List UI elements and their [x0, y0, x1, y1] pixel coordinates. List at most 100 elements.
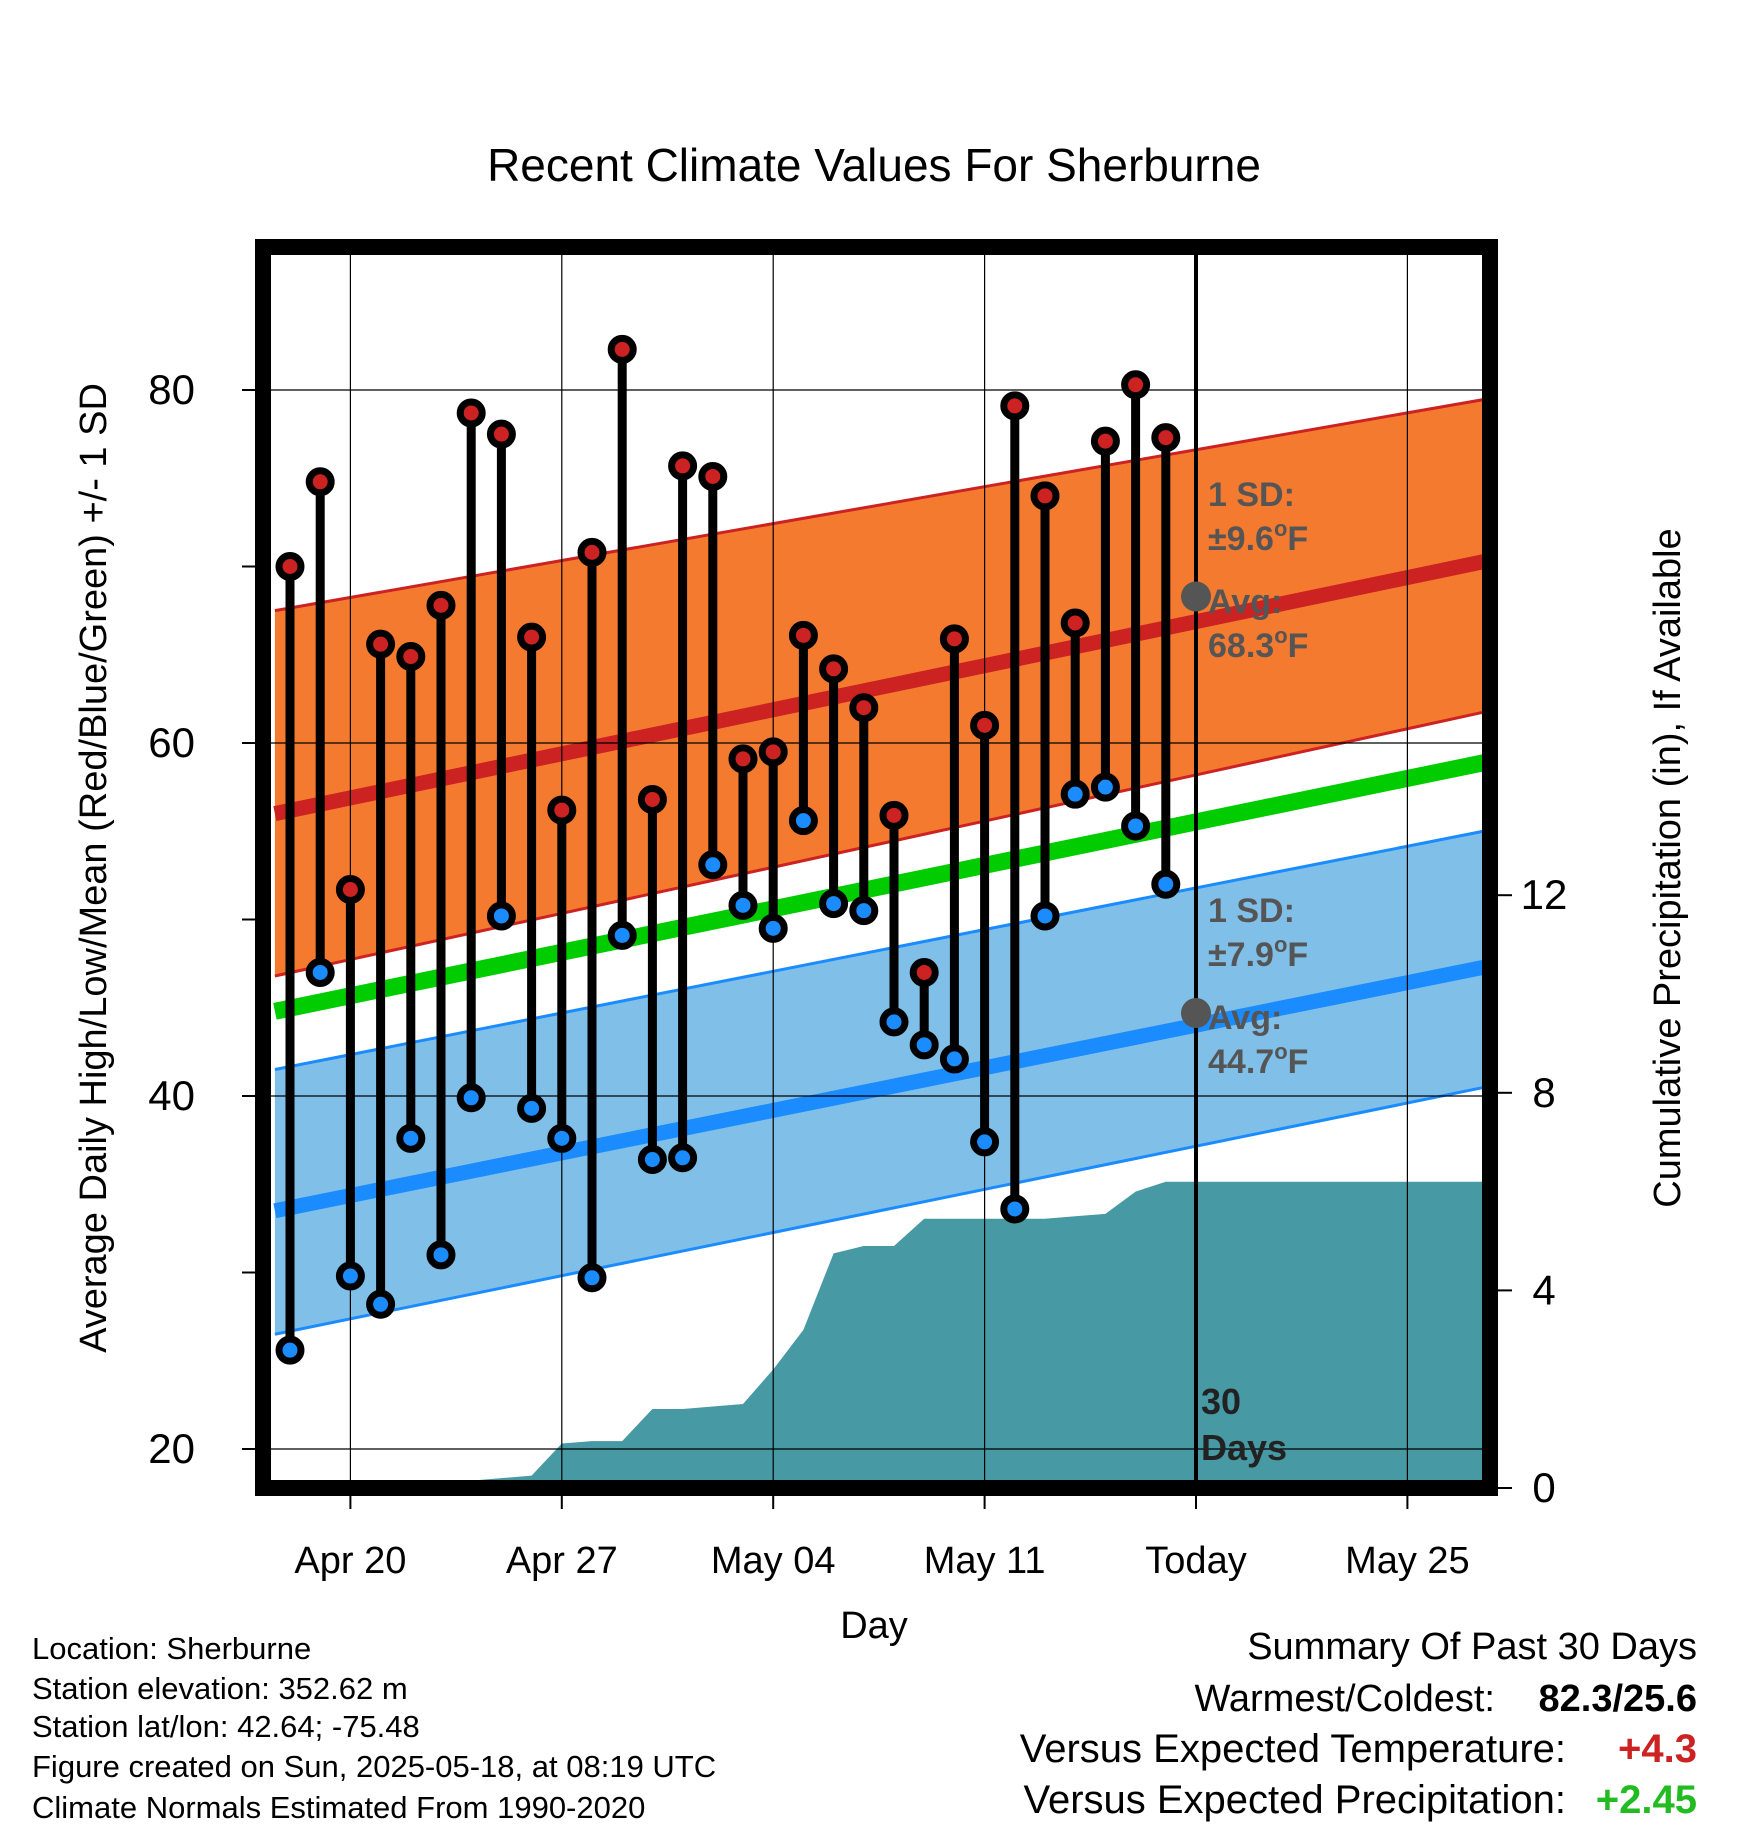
low-temp-point [396, 1123, 426, 1153]
high-temp-point [1060, 608, 1090, 638]
high-temp-point [1121, 370, 1151, 400]
high-temp-point [1030, 481, 1060, 511]
high-temp-point [396, 642, 426, 672]
low-temp-point [849, 896, 879, 926]
high-temp-point [607, 334, 637, 364]
low-temp-point [577, 1263, 607, 1293]
low-annotation: 1 SD: ±7.9oF Avg: 44.7oF [1208, 892, 1308, 1081]
high-avg-value: 68.3oF [1208, 623, 1308, 665]
high-temp-point [1090, 426, 1120, 456]
high-temp-point [849, 693, 879, 723]
low-temp-point [1151, 869, 1181, 899]
days-count: 30 [1201, 1381, 1241, 1422]
info-location: Location: Sherburne [32, 1631, 311, 1666]
high-temp-point [275, 552, 305, 581]
y-tick-label: 40 [148, 1072, 195, 1119]
days-word: Days [1201, 1427, 1287, 1468]
summary-precip-value: +2.45 [1596, 1778, 1697, 1822]
high-sd-band-lower-edge [274, 709, 1490, 978]
high-temp-point [939, 624, 969, 654]
summary-title: Summary Of Past 30 Days [1247, 1626, 1697, 1668]
low-temp-point [547, 1123, 577, 1153]
low-temp-point [1090, 772, 1120, 802]
high-temp-point [305, 467, 335, 497]
high-temp-point [366, 629, 396, 659]
low-average-line [273, 958, 1490, 1219]
x-axis-label: Day [840, 1605, 908, 1647]
low-temp-point [698, 850, 728, 880]
mean-line [273, 752, 1490, 1020]
high-temp-point [728, 744, 758, 774]
low-temp-point [1060, 779, 1090, 809]
chart-title: Recent Climate Values For Sherburne [487, 139, 1261, 191]
days-annotation: 30 Days [1201, 1381, 1287, 1468]
x-tick-label: May 04 [711, 1540, 836, 1582]
y-tick-label: 60 [148, 719, 195, 766]
low-temp-point [788, 806, 818, 836]
low-temp-point [486, 901, 516, 931]
x-tick-label: Apr 27 [506, 1540, 618, 1582]
high-temp-point [970, 710, 1000, 740]
high-temp-point [698, 461, 728, 491]
y2-tick-label: 8 [1532, 1069, 1555, 1116]
high-temp-point [426, 590, 456, 620]
summary-warm-cold-label: Warmest/Coldest: [1194, 1678, 1495, 1720]
high-avg-title: Avg: [1208, 583, 1282, 621]
high-temp-point [758, 737, 788, 767]
y2-tick-label: 0 [1532, 1464, 1555, 1511]
low-temp-point [426, 1240, 456, 1270]
low-temp-point [456, 1083, 486, 1113]
low-temp-point [305, 957, 335, 987]
high-temp-point [879, 800, 909, 830]
info-normals: Climate Normals Estimated From 1990-2020 [32, 1790, 645, 1825]
x-tick-label: May 25 [1345, 1540, 1470, 1582]
high-sd-value: ±9.6oF [1208, 516, 1308, 558]
low-temp-point [275, 1335, 305, 1365]
high-temp-point [577, 537, 607, 567]
low-sd-value: ±7.9oF [1208, 932, 1308, 974]
low-temp-point [758, 913, 788, 943]
x-tick-label: Apr 20 [294, 1540, 406, 1582]
high-temp-point [819, 654, 849, 684]
high-temp-point [456, 398, 486, 428]
low-avg-title: Avg: [1208, 999, 1282, 1037]
low-sd-band-lower-edge [274, 1084, 1490, 1336]
x-tick-label: Today [1145, 1540, 1246, 1582]
high-temp-point [637, 784, 667, 814]
low-sd-title: 1 SD: [1208, 892, 1295, 930]
high-sd-band-upper-edge [274, 396, 1490, 613]
high-avg-marker [1181, 581, 1211, 612]
info-elevation: Station elevation: 352.62 m [32, 1671, 408, 1706]
low-temp-point [939, 1044, 969, 1074]
low-temp-point [335, 1261, 365, 1291]
low-temp-point [1000, 1194, 1030, 1224]
high-temp-point [1151, 423, 1181, 453]
high-sd-title: 1 SD: [1208, 476, 1295, 514]
low-temp-point [637, 1145, 667, 1175]
precipitation-area [274, 1181, 1490, 1488]
high-temp-point [788, 620, 818, 650]
low-temp-point [728, 890, 758, 920]
low-avg-marker [1181, 998, 1211, 1029]
summary-precip-label: Versus Expected Precipitation: [1023, 1778, 1566, 1822]
y-tick-label: 80 [148, 366, 195, 413]
summary-temp-label: Versus Expected Temperature: [1020, 1727, 1566, 1771]
high-temp-point [909, 957, 939, 987]
low-temp-point [668, 1143, 698, 1173]
low-temp-point [1121, 811, 1151, 841]
low-temp-point [909, 1030, 939, 1060]
high-temp-point [668, 451, 698, 481]
high-temp-point [1000, 391, 1030, 421]
summary: Summary Of Past 30 Days Warmest/Coldest:… [1020, 1626, 1697, 1822]
info-created: Figure created on Sun, 2025-05-18, at 08… [32, 1749, 716, 1784]
high-temp-point [517, 622, 547, 652]
info-latlon: Station lat/lon: 42.64; -75.48 [32, 1709, 420, 1744]
high-annotation: 1 SD: ±9.6oF Avg: 68.3oF [1208, 476, 1308, 665]
low-temp-point [366, 1289, 396, 1319]
high-temp-point [335, 874, 365, 904]
summary-temp-value: +4.3 [1618, 1727, 1697, 1771]
low-sd-band-upper-edge [274, 828, 1490, 1071]
low-temp-point [607, 920, 637, 950]
high-temp-point [547, 795, 577, 825]
